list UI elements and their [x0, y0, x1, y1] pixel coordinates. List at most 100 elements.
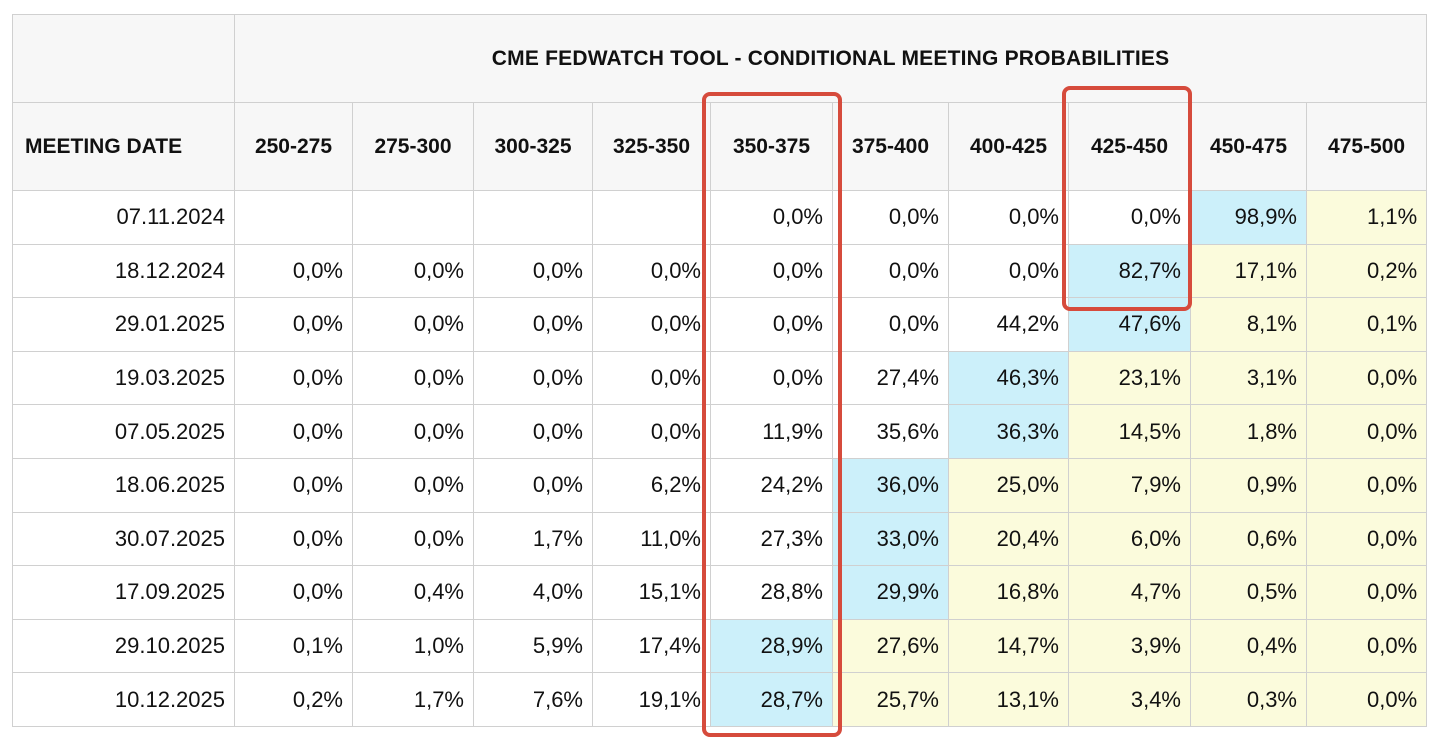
probability-cell: 16,8%: [948, 565, 1069, 620]
probability-cell: 0,0%: [832, 297, 949, 352]
probability-cell: 28,9%: [710, 618, 833, 674]
probability-cell: 19,1%: [592, 672, 711, 727]
probability-cell: 0,0%: [352, 457, 474, 513]
table-body: 07.11.2024 0,0% 0,0% 0,0% 0,0% 98,9% 1,1% 18.12…: [12, 190, 1428, 727]
probability-cell: 0,4%: [1190, 618, 1307, 674]
probability-cell: 0,3%: [1190, 672, 1307, 727]
probability-cell: 36,3%: [948, 404, 1069, 459]
range-header: 375-400: [832, 102, 949, 191]
probability-cell: 15,1%: [592, 565, 711, 620]
probability-cell: 0,0%: [473, 457, 593, 513]
probability-cell: 7,6%: [473, 672, 593, 727]
table-row: 30.07.2025 0,0% 0,0% 1,7% 11,0% 27,3% 33,0% 20,…: [12, 511, 1428, 567]
meeting-date-cell: 30.07.2025: [12, 511, 235, 567]
probability-cell: 0,0%: [710, 243, 833, 299]
probability-cell: 0,2%: [1305, 243, 1428, 299]
probability-cell: 0,0%: [710, 350, 833, 406]
table-row: 07.05.2025 0,0% 0,0% 0,0% 0,0% 11,9% 35,6% 36,3…: [12, 404, 1428, 459]
probability-cell: 0,1%: [1305, 297, 1428, 352]
corner-cell: [12, 14, 235, 103]
table-row: 19.03.2025 0,0% 0,0% 0,0% 0,0% 0,0% 27,4% 46,3%…: [12, 350, 1428, 406]
probability-cell: 1,7%: [352, 672, 474, 727]
probability-cell: 13,1%: [948, 672, 1069, 727]
probability-cell: 0,1%: [234, 618, 353, 674]
probability-cell: 0,4%: [352, 565, 474, 620]
probability-cell: [473, 190, 593, 245]
range-header: 425-450: [1068, 102, 1191, 191]
meeting-date-cell: 17.09.2025: [12, 565, 235, 620]
probability-cell: [592, 190, 711, 245]
meeting-date-header: MEETING DATE: [12, 102, 235, 191]
probability-cell: 36,0%: [832, 457, 949, 513]
meeting-date-cell: 10.12.2025: [12, 672, 235, 727]
probability-cell: 7,9%: [1068, 457, 1191, 513]
probability-cell: 0,0%: [948, 243, 1069, 299]
probability-cell: 44,2%: [948, 297, 1069, 352]
range-header: 275-300: [352, 102, 474, 191]
probability-cell: 4,7%: [1068, 565, 1191, 620]
probability-cell: 0,0%: [352, 243, 474, 299]
probability-cell: 3,4%: [1068, 672, 1191, 727]
probability-cell: 25,7%: [832, 672, 949, 727]
probability-cell: 0,0%: [234, 404, 353, 459]
probability-cell: 0,0%: [473, 350, 593, 406]
probability-cell: 1,0%: [352, 618, 474, 674]
probability-cell: 27,6%: [832, 618, 949, 674]
range-header: 450-475: [1190, 102, 1307, 191]
table-row: 17.09.2025 0,0% 0,4% 4,0% 15,1% 28,8% 29,9% 16,…: [12, 565, 1428, 620]
meeting-date-cell: 19.03.2025: [12, 350, 235, 406]
probability-cell: 24,2%: [710, 457, 833, 513]
probability-cell: 17,4%: [592, 618, 711, 674]
range-header: 400-425: [948, 102, 1069, 191]
probability-cell: 46,3%: [948, 350, 1069, 406]
probability-cell: 14,7%: [948, 618, 1069, 674]
probability-cell: 8,1%: [1190, 297, 1307, 352]
meeting-date-cell: 18.12.2024: [12, 243, 235, 299]
fedwatch-probabilities-table: CME FEDWATCH TOOL - CONDITIONAL MEETING …: [12, 14, 1428, 727]
probability-cell: 0,0%: [1305, 565, 1428, 620]
probability-cell: 0,0%: [234, 511, 353, 567]
probability-cell: 0,0%: [1305, 511, 1428, 567]
probability-cell: 0,0%: [592, 297, 711, 352]
range-header: 250-275: [234, 102, 353, 191]
range-header: 475-500: [1305, 102, 1428, 191]
probability-cell: 0,0%: [1305, 457, 1428, 513]
meeting-date-cell: 29.01.2025: [12, 297, 235, 352]
table-row: 10.12.2025 0,2% 1,7% 7,6% 19,1% 28,7% 25,7% 13,…: [12, 672, 1428, 727]
probability-cell: 0,2%: [234, 672, 353, 727]
probability-cell: 11,0%: [592, 511, 711, 567]
probability-cell: 0,0%: [710, 297, 833, 352]
meeting-date-cell: 07.11.2024: [12, 190, 235, 245]
probability-cell: 0,0%: [710, 190, 833, 245]
probability-cell: 0,0%: [234, 565, 353, 620]
probability-cell: 0,5%: [1190, 565, 1307, 620]
probability-cell: 0,0%: [234, 297, 353, 352]
probability-cell: 27,3%: [710, 511, 833, 567]
probability-cell: 6,2%: [592, 457, 711, 513]
probability-cell: 0,0%: [352, 511, 474, 567]
probability-cell: 29,9%: [832, 565, 949, 620]
probability-cell: 23,1%: [1068, 350, 1191, 406]
table-row: 29.10.2025 0,1% 1,0% 5,9% 17,4% 28,9% 27,6% 14,…: [12, 618, 1428, 674]
probability-cell: 0,0%: [352, 404, 474, 459]
probability-cell: 0,0%: [473, 404, 593, 459]
probability-cell: 0,0%: [948, 190, 1069, 245]
probability-cell: 35,6%: [832, 404, 949, 459]
range-header: 350-375: [710, 102, 833, 191]
probability-cell: 0,6%: [1190, 511, 1307, 567]
table-row: 18.12.2024 0,0% 0,0% 0,0% 0,0% 0,0% 0,0% 0,0% 82…: [12, 243, 1428, 299]
probability-cell: 0,0%: [473, 297, 593, 352]
probability-cell: 14,5%: [1068, 404, 1191, 459]
table-title: CME FEDWATCH TOOL - CONDITIONAL MEETING …: [233, 14, 1428, 103]
probability-cell: 0,0%: [832, 243, 949, 299]
table-row: 29.01.2025 0,0% 0,0% 0,0% 0,0% 0,0% 0,0% 44,2% 4…: [12, 297, 1428, 352]
probability-cell: 33,0%: [832, 511, 949, 567]
probability-cell: [234, 190, 353, 245]
probability-cell: 28,7%: [710, 672, 833, 727]
probability-cell: 3,1%: [1190, 350, 1307, 406]
header-row: MEETING DATE 250-275 275-300 300-325 325-35…: [12, 102, 1428, 191]
probability-cell: 20,4%: [948, 511, 1069, 567]
probability-cell: 0,0%: [1305, 404, 1428, 459]
probability-cell: 11,9%: [710, 404, 833, 459]
probability-cell: 0,0%: [1305, 618, 1428, 674]
